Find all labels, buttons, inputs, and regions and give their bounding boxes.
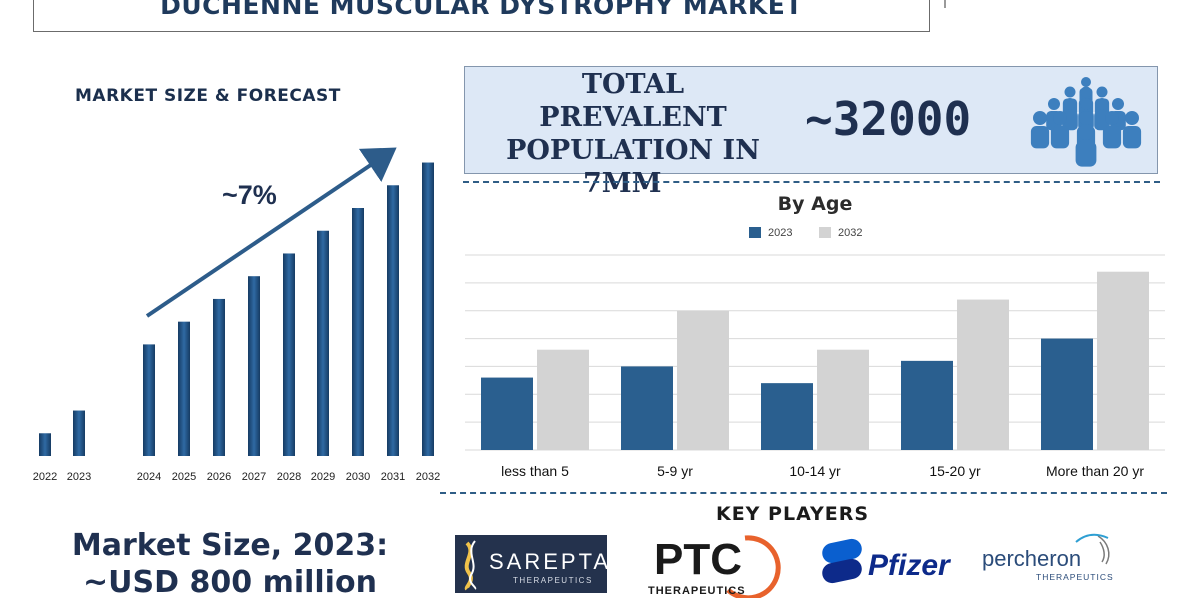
forecast-tick-label: 2029 — [311, 471, 335, 483]
person-head — [1125, 111, 1139, 125]
person-body — [1030, 126, 1050, 149]
forecast-tick-label: 2025 — [172, 471, 196, 483]
legend-label-2032: 2032 — [838, 227, 863, 239]
prevalence-label-line: 7MM — [583, 168, 662, 199]
person-body — [1075, 141, 1097, 167]
age-tick-label: less than 5 — [501, 463, 569, 479]
person-head — [1096, 86, 1108, 98]
forecast-bar-2026 — [213, 298, 225, 456]
section-divider — [463, 181, 1160, 183]
person-head — [1105, 111, 1119, 125]
forecast-tick-label: 2026 — [207, 471, 231, 483]
ptc-wordmark: PTC — [654, 535, 742, 584]
forecast-bar-2027 — [248, 276, 260, 456]
growth-arrow — [145, 147, 397, 318]
by-age-bar-chart: less than 5 5-9 yr 10-14 yr 15-20 yr More th… — [465, 254, 1165, 479]
sarepta-wordmark: SAREPTA — [489, 549, 607, 574]
forecast-tick-label: 2032 — [416, 471, 440, 483]
forecast-bar-2022 — [39, 433, 51, 456]
age-bar-2032 — [817, 349, 869, 450]
forecast-bar-2028 — [283, 253, 295, 456]
forecast-bar-2024 — [143, 344, 155, 456]
forecast-bar-2030 — [352, 208, 364, 456]
forecast-tick-label: 2030 — [346, 471, 370, 483]
market-size-line1: Market Size, 2023: — [71, 528, 389, 563]
person-head — [1081, 77, 1091, 87]
forecast-tick-label: 2031 — [381, 471, 405, 483]
person-head — [1048, 98, 1060, 110]
person-head — [1053, 111, 1067, 125]
market-size-line2: ~USD 800 million — [83, 565, 377, 600]
person-head — [1112, 98, 1124, 110]
forecast-tick-label: 2023 — [67, 471, 91, 483]
legend-swatch-2032 — [819, 227, 831, 238]
age-bar-2023 — [481, 377, 533, 450]
person-head — [1064, 98, 1076, 110]
people-group-icon — [1030, 77, 1142, 167]
person-body — [1102, 126, 1122, 149]
pfizer-wordmark: Pfizer — [868, 549, 952, 582]
forecast-bar-2025 — [178, 321, 190, 456]
person-head — [1080, 86, 1092, 98]
person-head — [1080, 98, 1092, 110]
age-bar-2032 — [537, 349, 589, 450]
legend-label-2023: 2023 — [768, 227, 793, 239]
age-bar-2032 — [957, 299, 1009, 450]
forecast-bar-2023 — [73, 410, 85, 456]
legend-swatch-2023 — [749, 227, 761, 238]
cagr-annotation: ~7% — [222, 180, 277, 210]
corner-tick — [944, 0, 946, 8]
age-bar-2023 — [1041, 338, 1093, 450]
forecast-tick-label: 2028 — [277, 471, 301, 483]
pfizer-logo: Pfizer — [818, 535, 968, 590]
forecast-bar-chart: 2022 2023 2024 2025 2026 2027 2028 2029 2030 2031… — [33, 147, 440, 483]
forecast-bar-2029 — [317, 230, 329, 456]
prevalence-label-line: POPULATION IN — [506, 135, 760, 166]
person-head — [1033, 111, 1047, 125]
age-tick-label: 10-14 yr — [789, 463, 841, 479]
page-title: DUCHENNE MUSCULAR DYSTROPHY MARKET — [160, 0, 803, 20]
forecast-bar-2031 — [387, 185, 399, 456]
ptc-logo: PTC THERAPEUTICS — [640, 528, 790, 601]
forecast-tick-label: 2024 — [137, 471, 161, 483]
percheron-logo: percheron THERAPEUTICS — [980, 528, 1122, 588]
person-head — [1078, 124, 1094, 140]
person-body — [1050, 126, 1070, 149]
age-bar-2032 — [1097, 271, 1149, 450]
prevalence-value: ~32000 — [805, 92, 972, 146]
person-head — [1079, 111, 1093, 125]
age-bar-2023 — [761, 383, 813, 450]
forecast-tick-label: 2027 — [242, 471, 266, 483]
section-divider — [440, 492, 1167, 494]
age-tick-label: 15-20 yr — [929, 463, 981, 479]
by-age-chart-title: By Age — [777, 193, 853, 215]
age-bar-2023 — [901, 360, 953, 450]
prevalence-label-line: TOTAL PREVALENT — [539, 69, 727, 133]
age-tick-label: More than 20 yr — [1046, 463, 1144, 479]
prevalence-label: TOTAL PREVALENT POPULATION IN 7MM — [488, 68, 778, 200]
age-bar-2032 — [677, 310, 729, 450]
person-head — [1096, 98, 1108, 110]
person-head — [1064, 86, 1076, 98]
forecast-bar-2032 — [422, 162, 434, 456]
sarepta-logo: SAREPTA THERAPEUTICS — [455, 535, 608, 593]
key-players-heading: KEY PLAYERS — [715, 503, 870, 525]
title-box: DUCHENNE MUSCULAR DYSTROPHY MARKET — [33, 0, 930, 32]
person-body — [1122, 126, 1142, 149]
market-size-forecast-heading: MARKET SIZE & FORECAST — [75, 86, 341, 106]
percheron-sub: THERAPEUTICS — [1036, 572, 1114, 582]
forecast-tick-label: 2022 — [33, 471, 57, 483]
age-bar-2023 — [621, 366, 673, 450]
sarepta-sub: THERAPEUTICS — [513, 576, 593, 585]
age-tick-label: 5-9 yr — [657, 463, 693, 479]
ptc-sub: THERAPEUTICS — [648, 585, 746, 597]
market-size-text: Market Size, 2023: ~USD 800 million — [30, 527, 430, 601]
percheron-wordmark: percheron — [982, 546, 1081, 571]
